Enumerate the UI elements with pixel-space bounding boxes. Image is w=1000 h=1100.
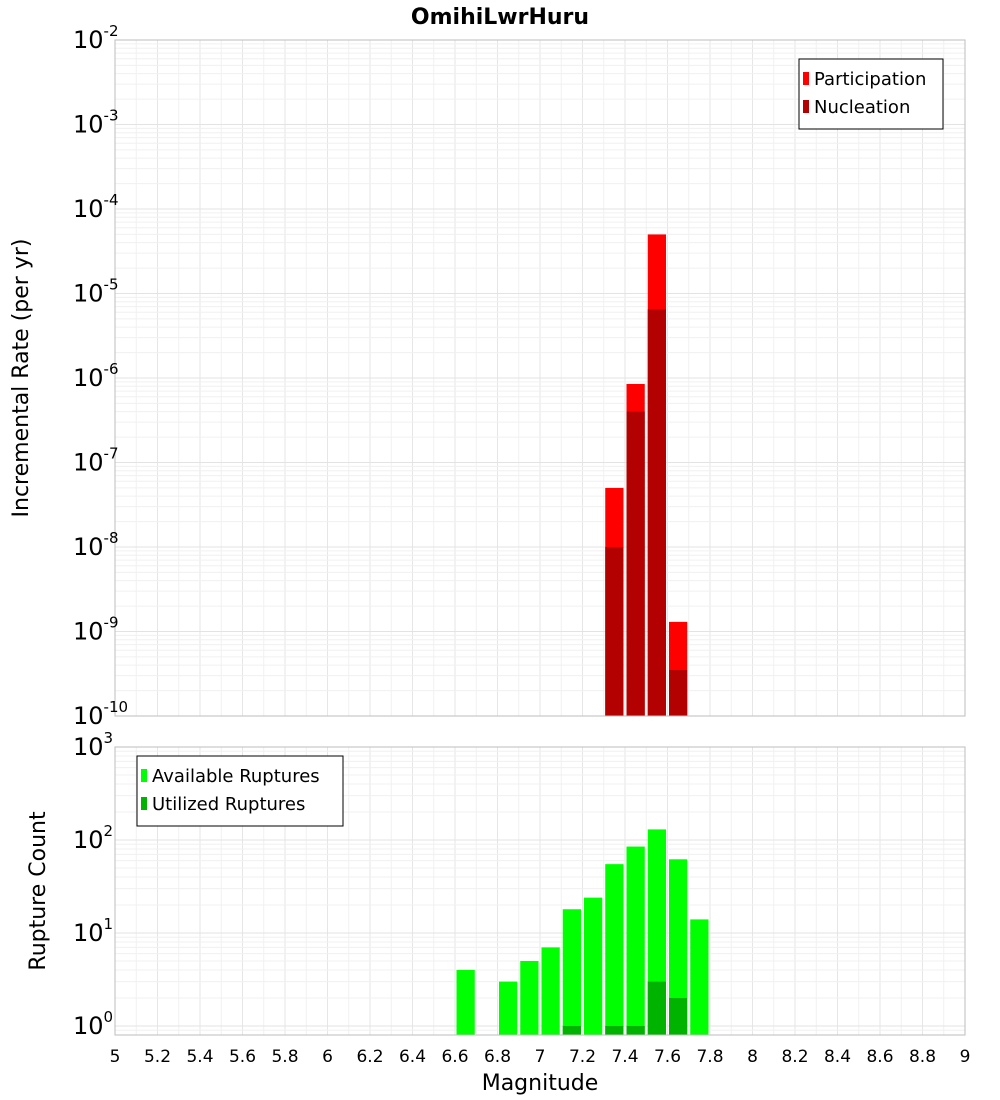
bar-utilized-ruptures — [626, 1025, 645, 1035]
x-tick-label: 8.6 — [866, 1047, 893, 1067]
bar-nucleation — [647, 309, 666, 716]
bar-available-ruptures — [541, 947, 560, 1035]
x-tick-label: 5.8 — [271, 1047, 298, 1067]
legend-box — [798, 58, 944, 130]
chart-title: OmihiLwrHuru — [411, 5, 589, 30]
bar-available-ruptures — [690, 919, 709, 1035]
count-plot-border — [114, 746, 966, 1036]
y-tick-label: 10-5 — [73, 276, 119, 308]
y-tick-label: 103 — [73, 729, 113, 761]
x-tick-label: 6.4 — [399, 1047, 426, 1067]
magnitude-x-ticks: 5 5.2 5.4 5.6 5.8 6 6.2 6.4 6.6 6.8 7 7.2 7.4 7.6 7.8 8… — [110, 1047, 971, 1067]
rate-bars — [605, 234, 688, 717]
bar-nucleation — [669, 670, 688, 716]
bar-available-ruptures — [605, 864, 624, 1035]
rate-y-axis-label: Incremental Rate (per yr) — [9, 239, 34, 518]
bar-nucleation — [605, 547, 624, 716]
bar-utilized-ruptures — [669, 997, 688, 1035]
legend-entry: Available Ruptures — [152, 766, 320, 787]
x-tick-label: 6 — [322, 1047, 333, 1067]
legend-entry: Utilized Ruptures — [152, 794, 305, 815]
x-tick-label: 7.4 — [611, 1047, 638, 1067]
x-tick-label: 7 — [535, 1047, 546, 1067]
bar-available-ruptures — [669, 859, 688, 1035]
count-plot: 100 101 102 103 5 5.2 5.4 5.6 5.8 6 6.2 6.4 6.6 6.8 7… — [26, 729, 970, 1096]
x-tick-label: 5 — [110, 1047, 121, 1067]
x-tick-label: 6.2 — [356, 1047, 383, 1067]
x-axis-label: Magnitude — [482, 1071, 599, 1096]
bar-nucleation — [626, 411, 645, 716]
bar-utilized-ruptures — [562, 1025, 581, 1035]
rate-legend: Participation Nucleation — [798, 58, 944, 130]
bar-available-ruptures — [626, 846, 645, 1035]
bar-utilized-ruptures — [647, 981, 666, 1035]
y-tick-label: 10-3 — [73, 107, 119, 139]
bar-available-ruptures — [499, 981, 518, 1035]
bar-available-ruptures — [520, 960, 539, 1035]
y-tick-label: 10-7 — [73, 445, 119, 477]
legend-swatch — [141, 769, 147, 782]
count-legend: Available Ruptures Utilized Ruptures — [136, 755, 344, 827]
legend-entry: Participation — [814, 69, 926, 90]
rate-plot: 10-10 10-9 10-8 10-7 10-6 10-5 10-4 10-3 10-2 In… — [9, 22, 966, 730]
x-tick-label: 8.8 — [909, 1047, 936, 1067]
x-tick-label: 7.6 — [654, 1047, 681, 1067]
y-tick-label: 10-4 — [73, 191, 119, 223]
legend-swatch — [803, 72, 809, 85]
y-tick-label: 101 — [73, 915, 113, 947]
bar-utilized-ruptures — [605, 1025, 624, 1035]
rate-y-ticks: 10-10 10-9 10-8 10-7 10-6 10-5 10-4 10-3 10-2 — [73, 22, 128, 730]
x-tick-label: 7.8 — [696, 1047, 723, 1067]
x-tick-label: 6.6 — [441, 1047, 468, 1067]
x-tick-label: 8.2 — [781, 1047, 808, 1067]
legend-swatch — [803, 100, 809, 113]
count-y-ticks: 100 101 102 103 — [73, 729, 113, 1040]
rate-plot-border — [114, 39, 966, 717]
x-tick-label: 9 — [960, 1047, 971, 1067]
count-bars — [456, 829, 709, 1035]
y-tick-label: 10-6 — [73, 360, 119, 392]
x-tick-label: 6.8 — [484, 1047, 511, 1067]
bar-available-ruptures — [584, 897, 603, 1035]
bar-available-ruptures — [562, 909, 581, 1035]
bar-available-ruptures — [456, 969, 475, 1035]
x-tick-label: 8.4 — [824, 1047, 851, 1067]
x-tick-label: 5.2 — [144, 1047, 171, 1067]
y-tick-label: 102 — [73, 822, 113, 854]
rate-grid — [114, 39, 966, 717]
x-tick-label: 5.4 — [186, 1047, 213, 1067]
y-tick-label: 100 — [73, 1008, 113, 1040]
x-tick-label: 7.2 — [569, 1047, 596, 1067]
legend-box — [136, 755, 344, 827]
y-tick-label: 10-10 — [73, 698, 128, 730]
y-tick-label: 10-9 — [73, 614, 119, 646]
y-tick-label: 10-2 — [73, 22, 119, 54]
x-tick-label: 8 — [747, 1047, 758, 1067]
legend-swatch — [141, 797, 147, 810]
legend-entry: Nucleation — [814, 97, 910, 118]
y-tick-label: 10-8 — [73, 529, 119, 561]
x-tick-label: 5.6 — [229, 1047, 256, 1067]
count-y-axis-label: Rupture Count — [26, 811, 51, 971]
